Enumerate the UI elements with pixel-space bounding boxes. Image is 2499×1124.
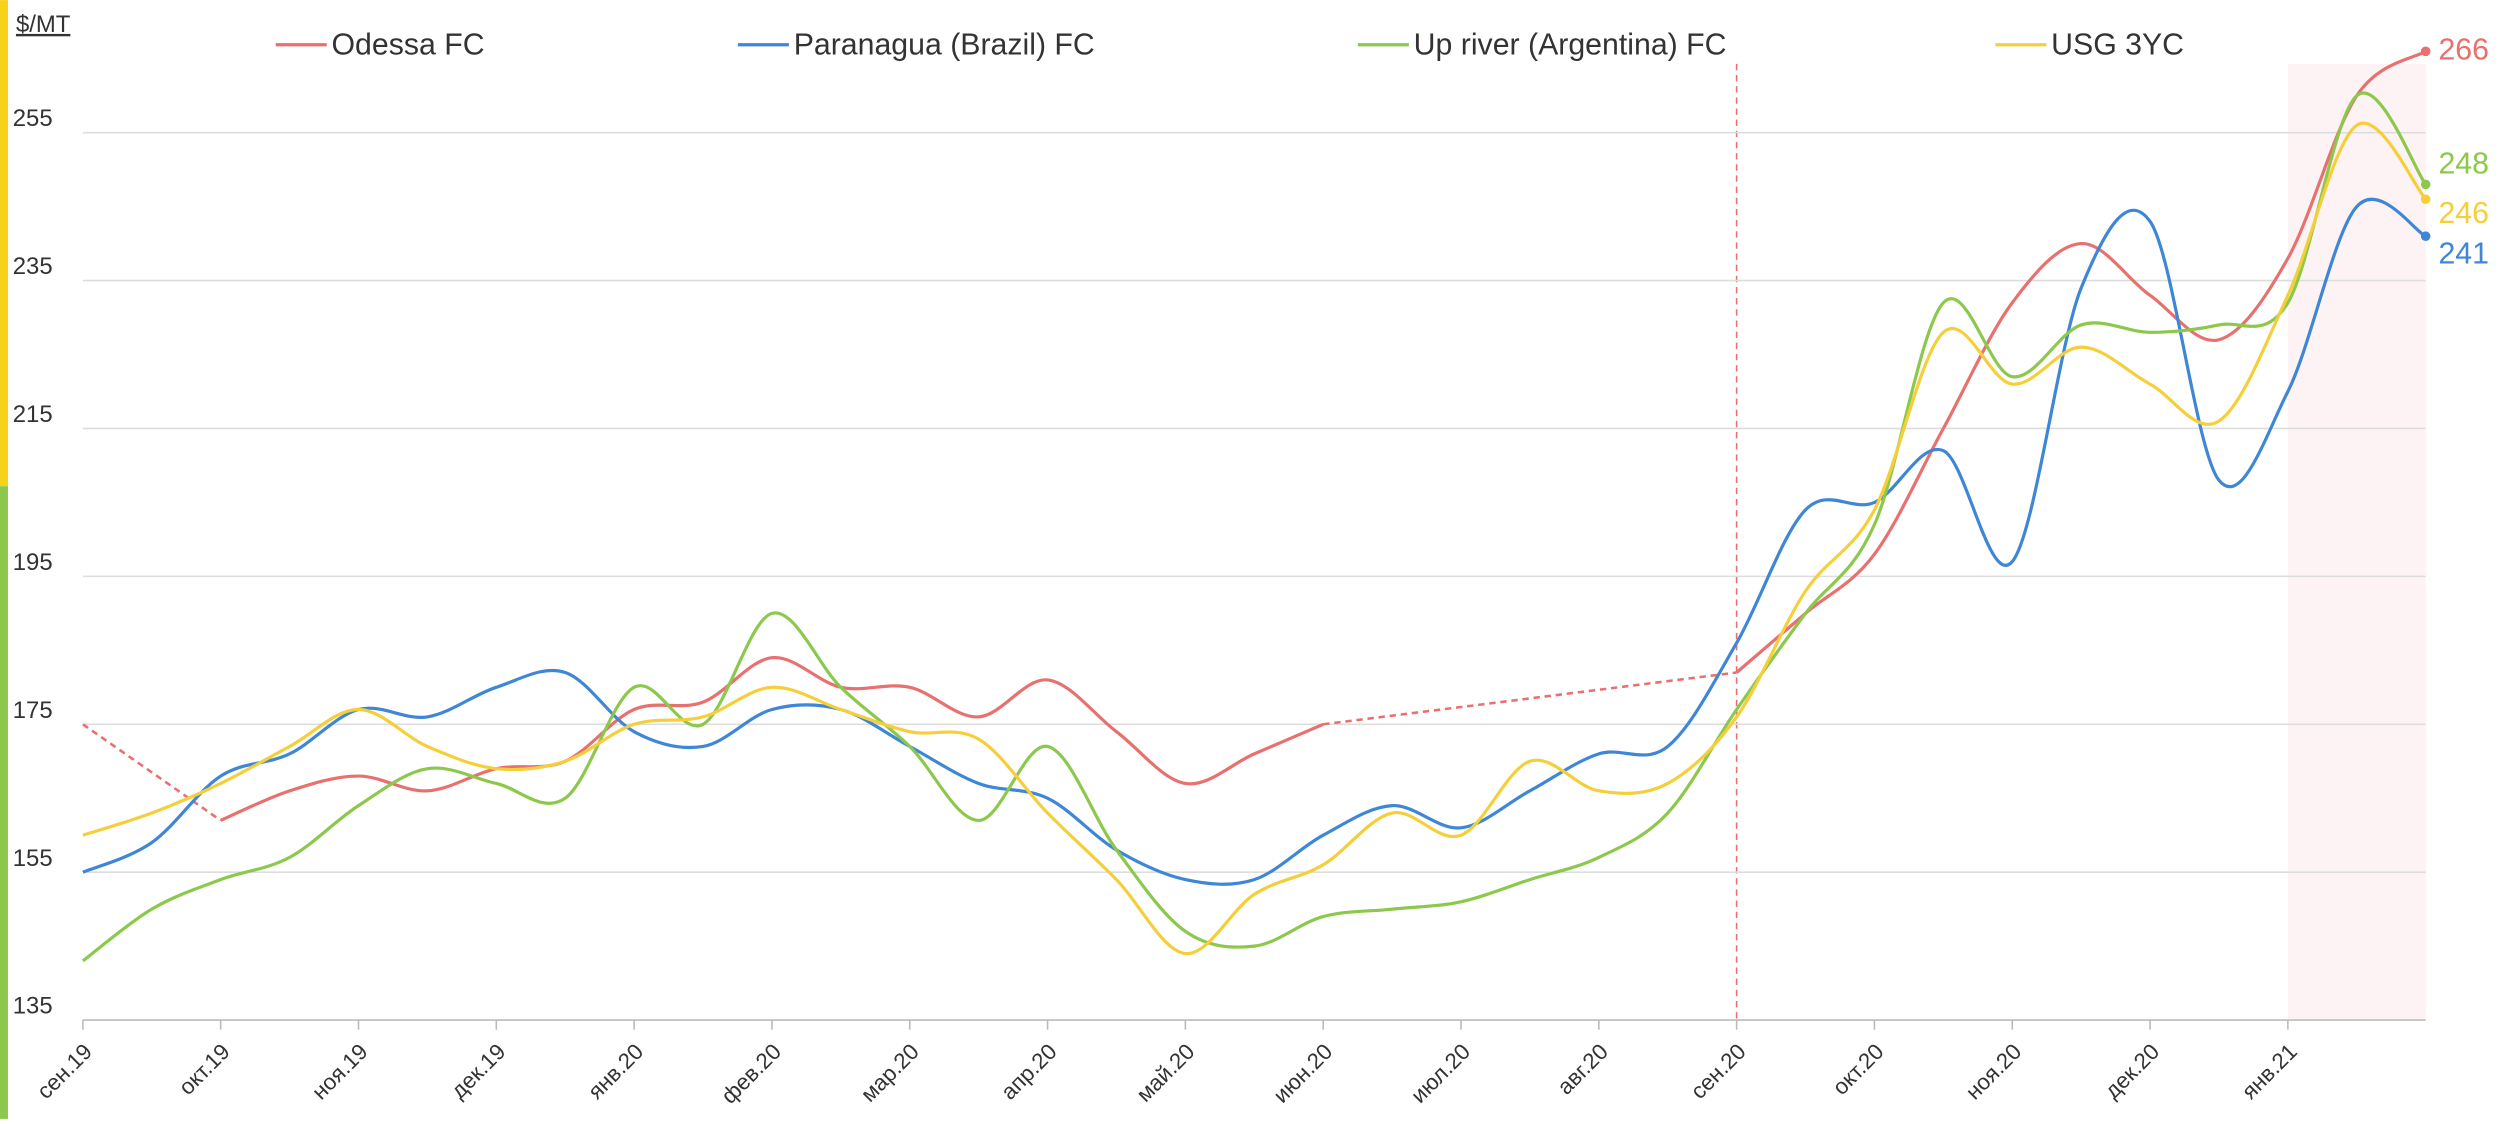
x-tick-label: окт.20 (1828, 1039, 1889, 1100)
end-label: 266 (2438, 33, 2489, 66)
legend-label: Up river (Argentina) FC (1414, 28, 1727, 61)
x-tick-label: авг.20 (1552, 1039, 1613, 1100)
x-tick-label: июл.20 (1406, 1039, 1475, 1108)
x-tick-label: сен.19 (32, 1039, 97, 1104)
x-tick-label: окт.19 (174, 1039, 235, 1100)
x-tick-label: ноя.19 (307, 1039, 373, 1105)
side-bar-bottom (0, 486, 8, 1119)
series-line (82, 121, 2427, 956)
legend-label: Odessa FC (332, 28, 485, 61)
x-tick-label: мар.20 (856, 1039, 924, 1107)
x-tick-label: ноя.20 (1961, 1039, 2027, 1105)
end-label: 248 (2438, 147, 2489, 180)
x-tick-label: янв.20 (583, 1039, 648, 1104)
x-tick-label: май.20 (1131, 1039, 1199, 1107)
series-line (220, 656, 1324, 822)
y-tick-label: 235 (13, 253, 53, 280)
series-line (1735, 49, 2427, 674)
x-tick-label: фев.20 (716, 1039, 786, 1109)
x-tick-label: янв.21 (2237, 1039, 2302, 1104)
x-tick-label: апр.20 (996, 1039, 1062, 1105)
gap-connector (82, 723, 222, 822)
end-point (2420, 179, 2431, 190)
side-bar-top (0, 0, 8, 487)
x-tick-label: дек.19 (446, 1039, 510, 1103)
end-point (2420, 231, 2431, 241)
y-tick-label: 155 (13, 845, 53, 872)
y-tick-label: 215 (13, 401, 53, 428)
end-point (2420, 194, 2431, 205)
legend-label: USG 3YC (2051, 28, 2184, 61)
end-label: 241 (2438, 237, 2489, 270)
y-tick-label: 135 (13, 993, 53, 1020)
y-tick-label: 175 (13, 697, 53, 724)
legend-label: Paranagua (Brazil) FC (794, 28, 1095, 61)
x-tick-label: дек.20 (2100, 1039, 2164, 1103)
y-tick-label: 255 (13, 105, 53, 132)
end-point (2420, 46, 2431, 57)
x-tick-label: сен.20 (1686, 1039, 1751, 1104)
y-tick-label: 195 (13, 549, 53, 576)
gap-connector (1323, 671, 1737, 726)
x-tick-label: июн.20 (1268, 1039, 1337, 1108)
y-axis-label: $/MT (16, 11, 71, 38)
series-line (81, 91, 2427, 963)
end-label: 246 (2438, 197, 2489, 230)
series-line (82, 197, 2427, 886)
forecast-region (2287, 63, 2426, 1021)
